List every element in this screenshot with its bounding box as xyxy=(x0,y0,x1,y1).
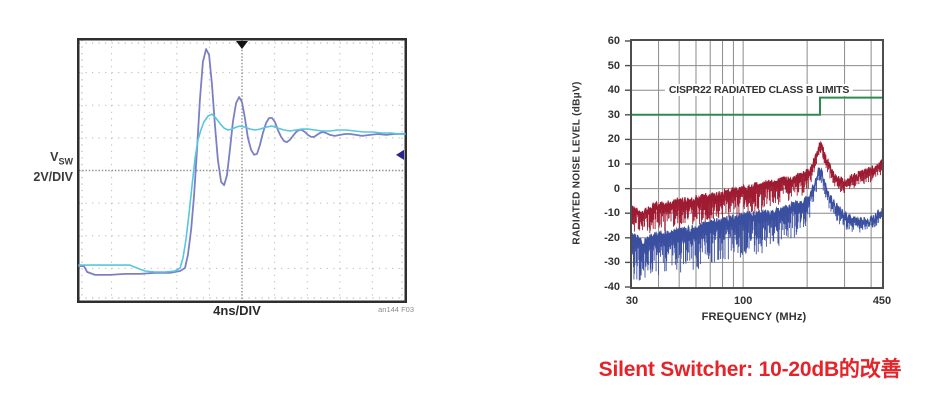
scope-volts-per-div: 2V/DIV xyxy=(33,169,73,184)
emi-y-tick-label-40: 40 xyxy=(607,84,620,97)
emi-y-tick-label-0: 0 xyxy=(613,182,620,195)
emi-x-tick-label-30: 30 xyxy=(625,295,639,307)
emi-y-tick-label-10: 10 xyxy=(607,158,620,170)
emi-y-tick-label-20: 20 xyxy=(607,133,620,146)
emi-y-tick-label--10: -10 xyxy=(604,207,620,220)
scope-x-axis-label: 4ns/DIV xyxy=(213,303,261,318)
emi-y-tick-label-30: 30 xyxy=(607,108,620,121)
emi-y-tick-label--40: -40 xyxy=(604,281,620,293)
trigger-level-marker-icon xyxy=(396,149,404,160)
emi-y-tick-label--30: -30 xyxy=(604,256,620,269)
figure-note: an144 F03 xyxy=(378,305,414,314)
emi-limit-line-label: CISPR22 RADIATED CLASS B LIMITS xyxy=(664,84,854,96)
scope-signal-name: VSW xyxy=(50,150,73,167)
emi-y-axis-label: RADIATED NOISE LEVEL (dBμV) xyxy=(571,81,583,245)
emi-x-axis-label: FREQUENCY (MHz) xyxy=(701,311,807,323)
emi-x-tick-label-450: 450 xyxy=(872,295,892,307)
scope-y-axis-label: VSW 2V/DIV xyxy=(14,150,73,185)
trigger-time-marker-icon xyxy=(236,41,248,49)
emi-plot-area xyxy=(625,39,884,289)
emi-y-tick-label-60: 60 xyxy=(607,35,620,47)
scope-plot-area xyxy=(77,38,407,303)
emi-x-tick-label-100: 100 xyxy=(733,295,753,307)
scope-trace-clean xyxy=(78,113,406,273)
emi-y-tick-label--20: -20 xyxy=(604,231,620,244)
emi-y-tick-label-50: 50 xyxy=(607,59,620,72)
caption-text: Silent Switcher: 10-20dB的改善 xyxy=(598,358,902,381)
scope-trace-ringing xyxy=(78,48,406,276)
emi-limit-line xyxy=(632,96,882,116)
